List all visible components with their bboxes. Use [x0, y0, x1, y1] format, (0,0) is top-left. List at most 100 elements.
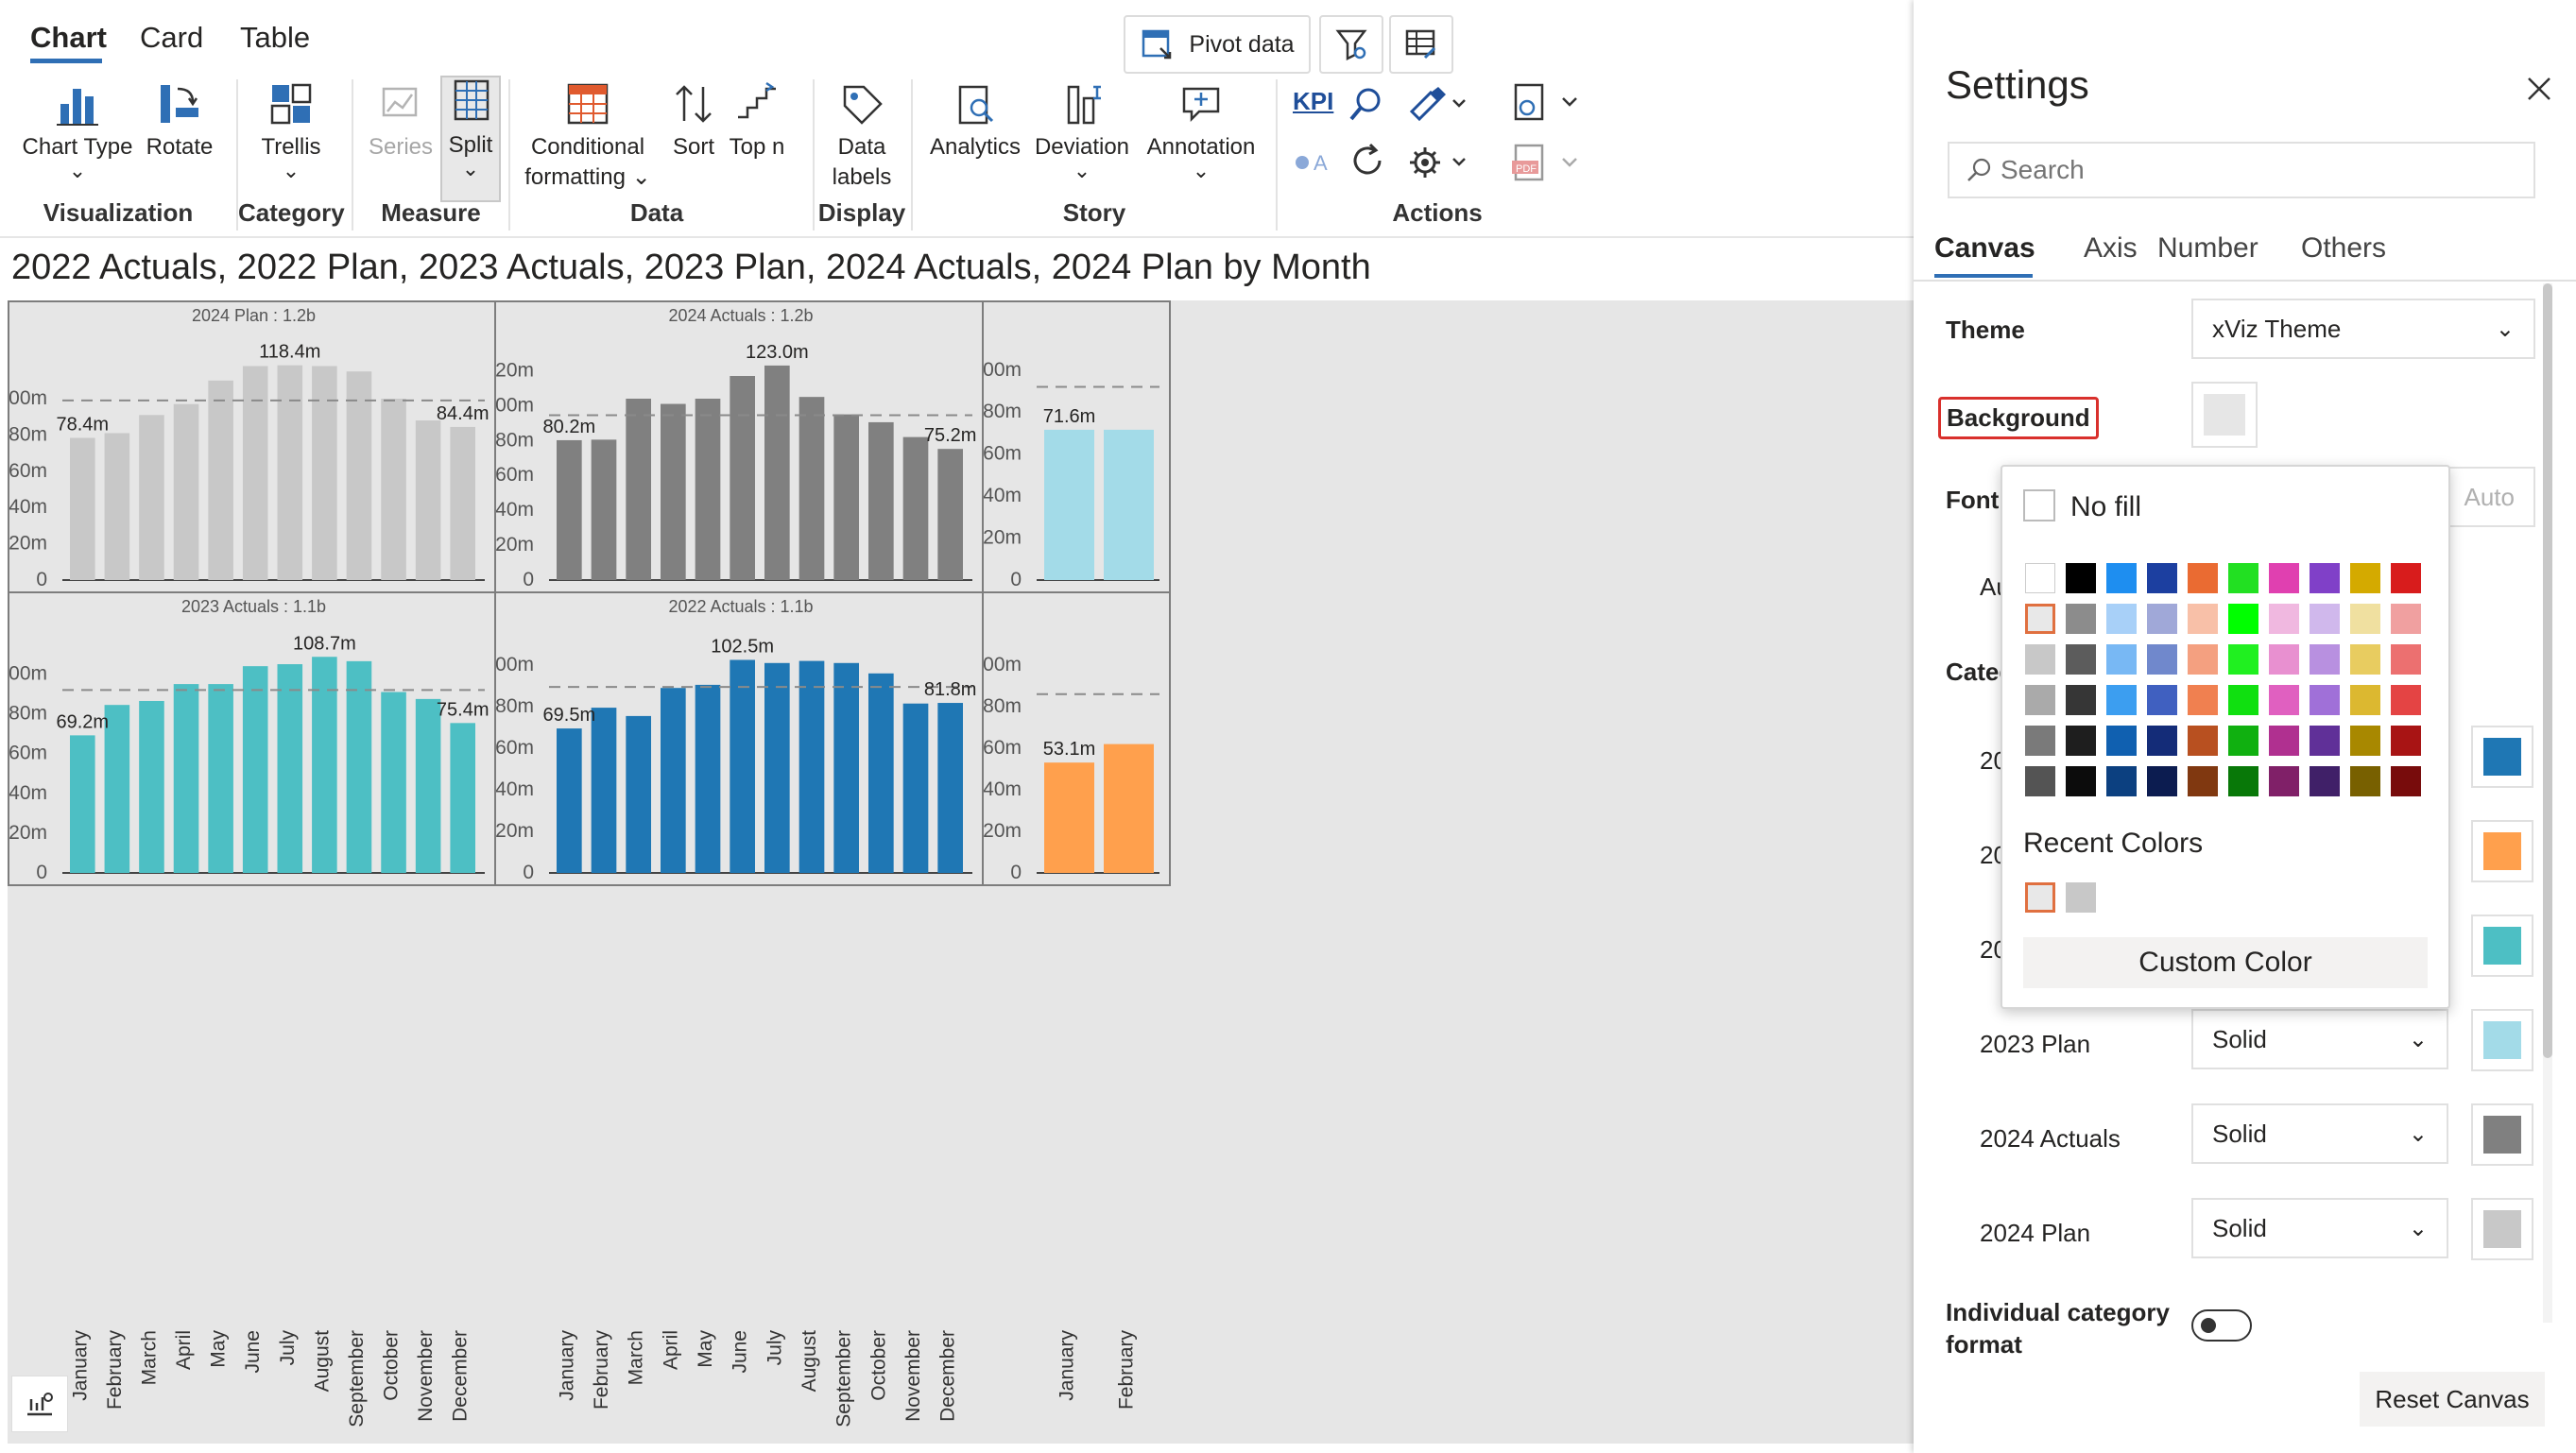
color-swatch[interactable]: [2188, 685, 2218, 715]
color-swatch[interactable]: [2310, 766, 2340, 796]
bar[interactable]: [242, 666, 268, 873]
color-swatch[interactable]: [2391, 726, 2421, 756]
color-swatch[interactable]: [2228, 604, 2258, 634]
series-button[interactable]: Series: [365, 79, 437, 162]
tab-table[interactable]: Table: [240, 21, 311, 54]
theme-select[interactable]: xViz Theme ⌄: [2191, 299, 2535, 359]
bar[interactable]: [868, 421, 894, 580]
kpi-button[interactable]: KPI: [1293, 87, 1334, 115]
color-swatch[interactable]: [2310, 644, 2340, 675]
bar[interactable]: [277, 664, 303, 873]
bar[interactable]: [902, 436, 929, 580]
reset-canvas-button[interactable]: Reset Canvas: [2360, 1372, 2545, 1427]
close-icon[interactable]: [2526, 76, 2552, 102]
recent-color-swatch[interactable]: [2025, 882, 2055, 913]
color-swatch[interactable]: [2066, 644, 2096, 675]
bar[interactable]: [139, 415, 164, 580]
color-swatch[interactable]: [2391, 685, 2421, 715]
top-n-button[interactable]: Top n: [726, 79, 788, 162]
tab-others[interactable]: Others: [2301, 232, 2387, 264]
color-swatch[interactable]: [2228, 563, 2258, 593]
bar[interactable]: [902, 703, 929, 873]
bar[interactable]: [730, 659, 755, 874]
color-swatch[interactable]: [2310, 604, 2340, 634]
color-swatch[interactable]: [2188, 726, 2218, 756]
chart-type-button[interactable]: Chart Type ⌄: [19, 79, 136, 181]
color-swatch[interactable]: [2025, 685, 2055, 715]
bar[interactable]: [104, 433, 130, 580]
color-swatch[interactable]: [2350, 726, 2380, 756]
no-fill-checkbox[interactable]: [2023, 489, 2055, 521]
color-swatch[interactable]: [2310, 685, 2340, 715]
bar[interactable]: [591, 439, 617, 580]
recent-color-swatch[interactable]: [2066, 882, 2096, 913]
bar[interactable]: [139, 700, 164, 873]
export-settings-icon[interactable]: [1508, 81, 1584, 125]
deviation-button[interactable]: Deviation ⌄: [1030, 79, 1134, 181]
show-legend-icon[interactable]: A: [1293, 144, 1334, 181]
bar[interactable]: [833, 662, 859, 873]
color-swatch[interactable]: [2310, 726, 2340, 756]
color-swatch[interactable]: [2147, 726, 2177, 756]
bar[interactable]: [381, 692, 406, 873]
color-swatch[interactable]: [2066, 766, 2096, 796]
bar[interactable]: [1104, 429, 1154, 580]
fill-type-select[interactable]: Solid ⌄: [2191, 1103, 2448, 1164]
bar[interactable]: [173, 403, 199, 580]
color-swatch[interactable]: [2106, 604, 2137, 634]
fill-type-select[interactable]: Solid ⌄: [2191, 1198, 2448, 1258]
sort-button[interactable]: Sort: [665, 79, 722, 162]
color-swatch[interactable]: [2025, 604, 2055, 634]
bar[interactable]: [1104, 744, 1154, 873]
bar[interactable]: [764, 662, 790, 873]
gear-icon[interactable]: [1404, 142, 1470, 183]
bar[interactable]: [415, 420, 441, 580]
bar[interactable]: [764, 365, 790, 580]
bar[interactable]: [173, 684, 199, 873]
color-swatch[interactable]: [2147, 685, 2177, 715]
bar[interactable]: [450, 426, 475, 580]
color-swatch[interactable]: [2147, 604, 2177, 634]
color-swatch[interactable]: [2066, 726, 2096, 756]
trellis-button[interactable]: Trellis ⌄: [248, 79, 335, 181]
tab-canvas[interactable]: Canvas: [1934, 232, 2035, 264]
color-swatch[interactable]: [2025, 644, 2055, 675]
bar[interactable]: [937, 703, 963, 873]
scrollbar-thumb[interactable]: [2543, 283, 2552, 1058]
color-swatch[interactable]: [2269, 563, 2299, 593]
chart-options-button[interactable]: [11, 1376, 68, 1432]
series-color-button[interactable]: [2471, 1198, 2533, 1260]
color-swatch[interactable]: [2269, 685, 2299, 715]
individual-category-toggle[interactable]: [2191, 1309, 2252, 1342]
color-swatch[interactable]: [2350, 766, 2380, 796]
color-swatch[interactable]: [2147, 644, 2177, 675]
series-color-button[interactable]: [2471, 915, 2533, 977]
conditional-formatting-button[interactable]: Conditional formatting ⌄: [522, 79, 654, 193]
bar[interactable]: [381, 399, 406, 580]
bar[interactable]: [557, 728, 582, 873]
color-swatch[interactable]: [2228, 766, 2258, 796]
color-swatch[interactable]: [2066, 685, 2096, 715]
color-swatch[interactable]: [2188, 644, 2218, 675]
bar[interactable]: [346, 371, 372, 580]
color-swatch[interactable]: [2188, 563, 2218, 593]
series-color-button[interactable]: [2471, 820, 2533, 882]
background-color-button[interactable]: [2191, 382, 2258, 448]
bar[interactable]: [208, 684, 233, 873]
color-swatch[interactable]: [2228, 685, 2258, 715]
color-swatch[interactable]: [2310, 563, 2340, 593]
fill-type-select[interactable]: Solid ⌄: [2191, 1009, 2448, 1069]
export-pdf-icon[interactable]: PDF: [1508, 142, 1584, 185]
bar[interactable]: [450, 723, 475, 873]
color-swatch[interactable]: [2147, 563, 2177, 593]
color-swatch[interactable]: [2391, 604, 2421, 634]
bar[interactable]: [799, 397, 825, 580]
color-swatch[interactable]: [2350, 644, 2380, 675]
bar[interactable]: [799, 660, 825, 873]
search-icon[interactable]: [1346, 83, 1387, 125]
bar[interactable]: [1044, 762, 1094, 873]
color-swatch[interactable]: [2269, 766, 2299, 796]
pivot-data-button[interactable]: Pivot data: [1124, 15, 1311, 74]
reset-icon[interactable]: [1348, 142, 1387, 181]
bar[interactable]: [70, 735, 95, 873]
